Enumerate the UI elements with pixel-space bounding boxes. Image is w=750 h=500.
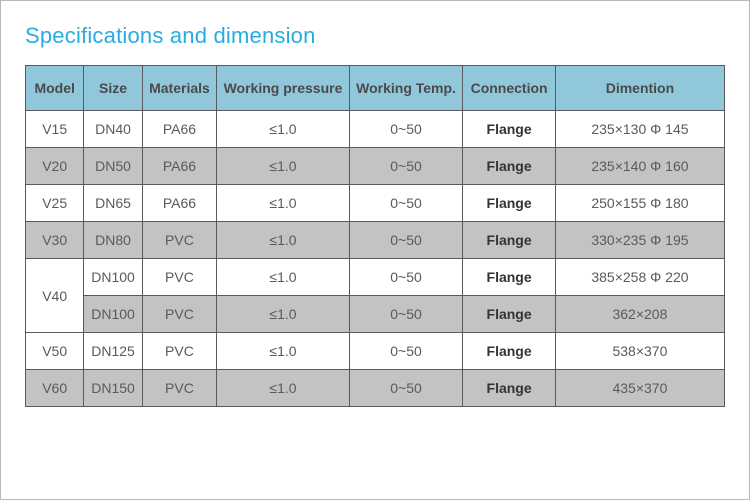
table-row: V20 DN50 PA66 ≤1.0 0~50 Flange 235×140 Φ…	[26, 148, 725, 185]
cell-wt: 0~50	[349, 222, 463, 259]
cell-materials: PVC	[142, 370, 216, 407]
cell-wp: ≤1.0	[217, 370, 350, 407]
cell-wt: 0~50	[349, 111, 463, 148]
cell-conn: Flange	[463, 148, 556, 185]
col-header-dim: Dimention	[555, 66, 724, 111]
table-header-row: Model Size Materials Working pressure Wo…	[26, 66, 725, 111]
cell-model: V25	[26, 185, 84, 222]
cell-size: DN65	[84, 185, 142, 222]
col-header-wp: Working pressure	[217, 66, 350, 111]
table-row: V25 DN65 PA66 ≤1.0 0~50 Flange 250×155 Φ…	[26, 185, 725, 222]
cell-wp: ≤1.0	[217, 333, 350, 370]
spec-table: Model Size Materials Working pressure Wo…	[25, 65, 725, 407]
cell-conn: Flange	[463, 259, 556, 296]
cell-dim: 235×140 Φ 160	[555, 148, 724, 185]
cell-wp: ≤1.0	[217, 222, 350, 259]
cell-wt: 0~50	[349, 148, 463, 185]
cell-wp: ≤1.0	[217, 259, 350, 296]
table-row: V40 DN100 PVC ≤1.0 0~50 Flange 385×258 Φ…	[26, 259, 725, 296]
cell-dim: 235×130 Φ 145	[555, 111, 724, 148]
cell-model: V15	[26, 111, 84, 148]
cell-wp: ≤1.0	[217, 185, 350, 222]
cell-wp: ≤1.0	[217, 111, 350, 148]
cell-conn: Flange	[463, 222, 556, 259]
cell-conn: Flange	[463, 333, 556, 370]
cell-materials: PA66	[142, 148, 216, 185]
cell-conn: Flange	[463, 296, 556, 333]
cell-size: DN80	[84, 222, 142, 259]
cell-wt: 0~50	[349, 259, 463, 296]
cell-wt: 0~50	[349, 296, 463, 333]
cell-model-merged: V40	[26, 259, 84, 333]
col-header-wt: Working Temp.	[349, 66, 463, 111]
cell-wt: 0~50	[349, 333, 463, 370]
cell-size: DN125	[84, 333, 142, 370]
cell-conn: Flange	[463, 111, 556, 148]
cell-wp: ≤1.0	[217, 296, 350, 333]
cell-materials: PVC	[142, 259, 216, 296]
cell-model: V60	[26, 370, 84, 407]
cell-model: V30	[26, 222, 84, 259]
cell-size: DN100	[84, 259, 142, 296]
col-header-materials: Materials	[142, 66, 216, 111]
cell-wt: 0~50	[349, 185, 463, 222]
table-row: V15 DN40 PA66 ≤1.0 0~50 Flange 235×130 Φ…	[26, 111, 725, 148]
col-header-model: Model	[26, 66, 84, 111]
cell-size: DN50	[84, 148, 142, 185]
col-header-conn: Connection	[463, 66, 556, 111]
cell-wp: ≤1.0	[217, 148, 350, 185]
cell-materials: PA66	[142, 185, 216, 222]
table-row: V30 DN80 PVC ≤1.0 0~50 Flange 330×235 Φ …	[26, 222, 725, 259]
cell-dim: 385×258 Φ 220	[555, 259, 724, 296]
col-header-size: Size	[84, 66, 142, 111]
table-row: V60 DN150 PVC ≤1.0 0~50 Flange 435×370	[26, 370, 725, 407]
cell-dim: 362×208	[555, 296, 724, 333]
cell-materials: PVC	[142, 333, 216, 370]
cell-model: V20	[26, 148, 84, 185]
cell-dim: 330×235 Φ 195	[555, 222, 724, 259]
cell-size: DN100	[84, 296, 142, 333]
cell-size: DN40	[84, 111, 142, 148]
table-row: DN100 PVC ≤1.0 0~50 Flange 362×208	[26, 296, 725, 333]
cell-size: DN150	[84, 370, 142, 407]
page-title: Specifications and dimension	[25, 23, 725, 49]
cell-conn: Flange	[463, 185, 556, 222]
cell-dim: 250×155 Φ 180	[555, 185, 724, 222]
cell-model: V50	[26, 333, 84, 370]
cell-materials: PVC	[142, 222, 216, 259]
cell-dim: 435×370	[555, 370, 724, 407]
cell-materials: PA66	[142, 111, 216, 148]
table-body: V15 DN40 PA66 ≤1.0 0~50 Flange 235×130 Φ…	[26, 111, 725, 407]
table-row: V50 DN125 PVC ≤1.0 0~50 Flange 538×370	[26, 333, 725, 370]
cell-dim: 538×370	[555, 333, 724, 370]
cell-materials: PVC	[142, 296, 216, 333]
cell-conn: Flange	[463, 370, 556, 407]
cell-wt: 0~50	[349, 370, 463, 407]
